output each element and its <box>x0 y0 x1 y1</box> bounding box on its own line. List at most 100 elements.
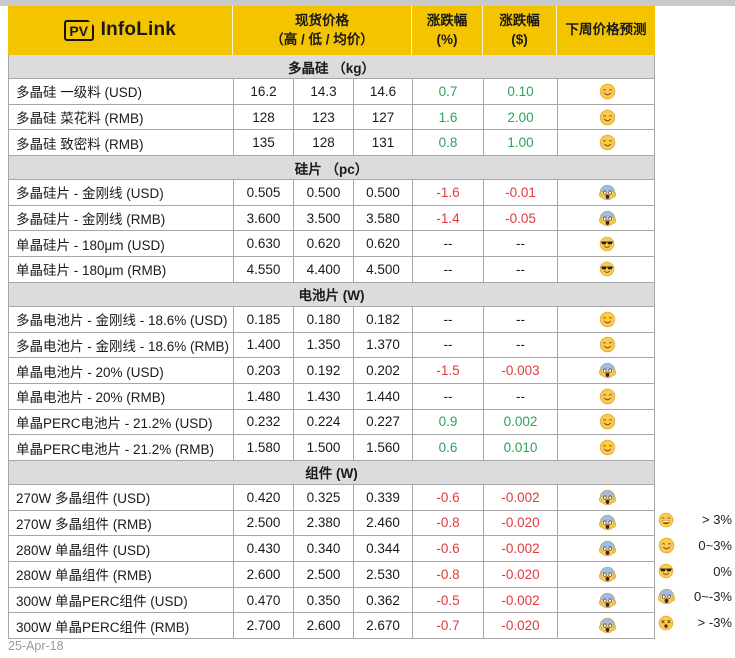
avg-value: 127 <box>354 104 413 130</box>
row-label: 300W 单晶PERC组件 (USD) <box>9 587 234 613</box>
table-row: 270W 多晶组件 (RMB) 2.500 2.380 2.460 -0.8 -0.020 <box>8 510 656 537</box>
pv-logo-text: PV <box>69 22 89 39</box>
row-label: 280W 单晶组件 (RMB) <box>9 562 234 587</box>
forecast-cell <box>558 257 656 282</box>
high-value: 0.232 <box>234 409 294 435</box>
pct-change-value: -0.5 <box>413 587 484 613</box>
avg-value: 2.670 <box>354 613 413 639</box>
legend-label: > 3% <box>702 512 732 528</box>
usd-change-value: -0.002 <box>484 587 558 613</box>
usd-change-value: -- <box>484 332 558 358</box>
low-value: 0.350 <box>294 587 354 613</box>
forecast-cell <box>558 410 656 435</box>
usd-change-value: -0.002 <box>484 484 558 510</box>
usd-change-value: -0.003 <box>484 358 558 383</box>
table-row: 多晶硅片 - 金刚线 (RMB) 3.600 3.500 3.580 -1.4 -0.05 <box>8 205 655 232</box>
forecast-cell <box>558 130 656 155</box>
sunglasses-emoji-icon <box>599 236 615 252</box>
usd-change-value: 0.002 <box>484 409 558 435</box>
column-header-forecast: 下周价格预测 <box>557 6 655 55</box>
avg-value: 4.500 <box>354 257 413 282</box>
date-label: 25-Apr-18 <box>8 639 64 653</box>
scream-emoji-icon <box>598 592 616 609</box>
table-row: 300W 单晶PERC组件 (RMB) 2.700 2.600 2.670 -0.7 -0… <box>8 613 655 640</box>
usd-change-value: -0.020 <box>484 613 558 639</box>
avg-value: 2.530 <box>354 562 413 587</box>
column-header-change-usd: 涨跌幅 ($) <box>483 6 557 55</box>
forecast-cell <box>558 384 656 409</box>
change-usd-unit: ($) <box>511 31 528 47</box>
legend-label: 0~3% <box>698 538 732 554</box>
pct-change-value: -- <box>413 257 484 282</box>
row-label: 单晶硅片 - 180μm (USD) <box>9 231 234 257</box>
usd-change-value: 0.10 <box>484 79 558 104</box>
row-label: 多晶硅 致密料 (RMB) <box>9 130 234 156</box>
table-row: 单晶PERC电池片 - 21.2% (USD) 0.232 0.224 0.227 0.… <box>8 409 656 436</box>
table-row: 单晶硅片 - 180μm (USD) 0.630 0.620 0.620 -- -- <box>8 231 655 258</box>
usd-change-value: -0.05 <box>484 205 558 231</box>
change-usd-title: 涨跌幅 <box>499 12 540 28</box>
sunglasses-emoji-icon <box>658 563 674 579</box>
pct-change-value: -1.5 <box>413 358 484 383</box>
row-label: 多晶电池片 - 金刚线 - 18.6% (USD) <box>9 306 234 332</box>
forecast-cell <box>558 79 656 104</box>
usd-change-value: 1.00 <box>484 130 558 156</box>
smile-emoji-icon <box>599 109 616 126</box>
table-row: 多晶硅 一级料 (USD) 16.2 14.3 14.6 0.7 0.10 <box>8 79 655 105</box>
price-table: PV InfoLink 现货价格 （高 / 低 / 均价） 涨跌幅 (%) 涨跌… <box>8 6 656 640</box>
high-value: 1.580 <box>234 435 294 460</box>
low-value: 2.500 <box>294 562 354 587</box>
usd-change-value: -0.020 <box>484 562 558 587</box>
scream-emoji-icon <box>598 362 616 379</box>
forecast-cell <box>558 358 656 383</box>
logo-cell: PV InfoLink <box>8 6 233 55</box>
row-label: 270W 多晶组件 (RMB) <box>9 510 234 536</box>
high-value: 3.600 <box>234 205 294 231</box>
low-value: 2.600 <box>294 613 354 639</box>
table-row: 单晶电池片 - 20% (RMB) 1.480 1.430 1.440 -- -- <box>8 383 656 410</box>
forecast-cell <box>558 511 656 536</box>
pct-change-value: 1.6 <box>413 104 484 130</box>
table-row: 300W 单晶PERC组件 (USD) 0.470 0.350 0.362 -0.5 -0… <box>8 587 655 614</box>
scream-emoji-icon <box>598 184 616 201</box>
table-row: 多晶电池片 - 金刚线 - 18.6% (USD) 0.185 0.180 0.182… <box>8 306 655 333</box>
pct-change-value: -0.6 <box>413 484 484 510</box>
legend-label: > -3% <box>697 615 732 631</box>
section-header-3: 电池片 (W) <box>8 282 655 307</box>
forecast-legend: > 3% 0~3% 0% 0~-3% > -3% <box>658 507 732 635</box>
table-row: 280W 单晶组件 (RMB) 2.600 2.500 2.530 -0.8 -0.020 <box>8 562 655 588</box>
usd-change-value: -- <box>484 231 558 257</box>
smile-emoji-icon <box>599 413 616 430</box>
low-value: 128 <box>294 130 354 156</box>
high-value: 2.600 <box>234 562 294 587</box>
legend-item: 0~-3% <box>658 584 732 610</box>
avg-value: 0.344 <box>354 536 413 561</box>
spot-price-subtitle: （高 / 低 / 均价） <box>270 31 374 47</box>
low-value: 0.620 <box>294 231 354 257</box>
forecast-cell <box>558 333 656 358</box>
legend-item: 0% <box>658 558 732 584</box>
high-value: 0.203 <box>234 358 294 383</box>
scream-emoji-icon <box>598 540 616 557</box>
pct-change-value: -0.8 <box>413 510 484 536</box>
high-value: 2.500 <box>234 510 294 536</box>
change-pct-title: 涨跌幅 <box>426 12 468 28</box>
low-value: 0.340 <box>294 536 354 561</box>
section-header-2: 硅片 （pc） <box>8 156 655 181</box>
high-value: 1.480 <box>234 383 294 409</box>
smile-emoji-icon <box>599 311 616 328</box>
low-value: 0.500 <box>294 180 354 205</box>
avg-value: 14.6 <box>354 79 413 104</box>
pct-change-value: -1.4 <box>413 205 484 231</box>
pct-change-value: -- <box>413 332 484 358</box>
high-value: 1.400 <box>234 332 294 358</box>
usd-change-value: -0.002 <box>484 536 558 561</box>
avg-value: 0.339 <box>354 484 413 510</box>
avg-value: 0.500 <box>354 180 413 205</box>
avg-value: 0.620 <box>354 231 413 257</box>
row-label: 多晶硅片 - 金刚线 (RMB) <box>9 205 234 231</box>
column-header-change-pct: 涨跌幅 (%) <box>412 6 483 55</box>
low-value: 14.3 <box>294 79 354 104</box>
high-value: 135 <box>234 130 294 156</box>
row-label: 多晶硅 菜花料 (RMB) <box>9 104 234 130</box>
